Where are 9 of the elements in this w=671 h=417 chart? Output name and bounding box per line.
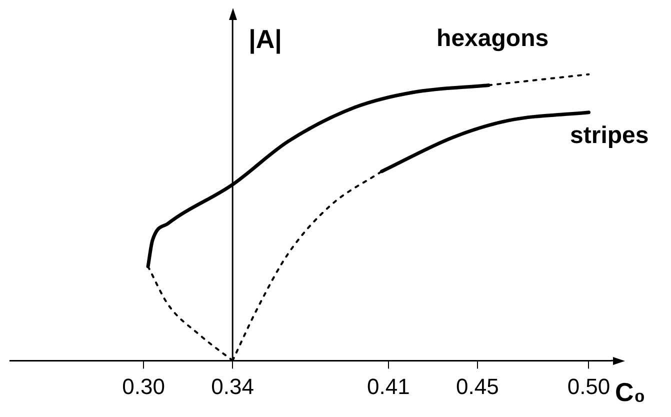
x-tick-label: 0.41 — [366, 374, 410, 399]
x-tick-label: 0.34 — [211, 374, 254, 399]
x-axis-title: C₀ — [615, 376, 646, 407]
x-tick-label: 0.50 — [567, 374, 610, 399]
series-label: stripes — [570, 122, 649, 150]
x-tick-label: 0.45 — [456, 374, 499, 399]
y-axis-title: |A| — [248, 24, 282, 54]
series-label: hexagons — [436, 24, 549, 52]
x-tick-label: 0.30 — [122, 374, 165, 399]
